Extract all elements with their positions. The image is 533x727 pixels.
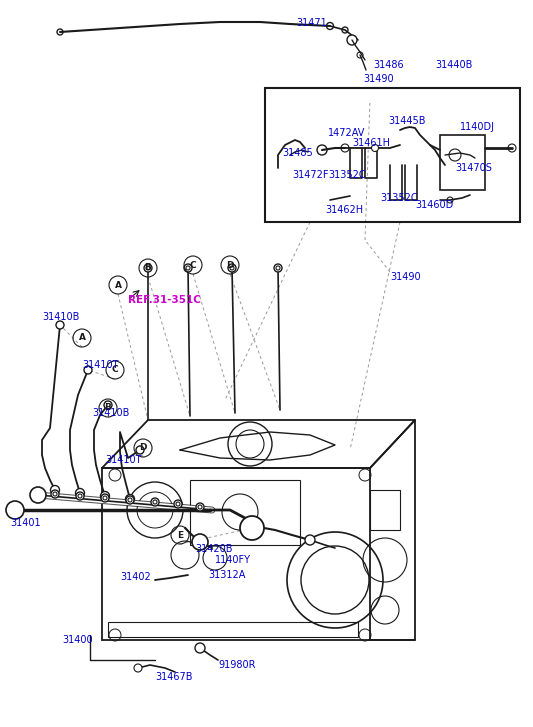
Circle shape	[240, 516, 264, 540]
Circle shape	[101, 494, 109, 502]
Text: 31401: 31401	[10, 518, 41, 528]
Text: REF.31-351C: REF.31-351C	[128, 295, 201, 305]
Text: 1140DJ: 1140DJ	[460, 122, 495, 132]
Circle shape	[151, 498, 159, 506]
Text: E: E	[177, 531, 183, 539]
Text: 31400: 31400	[62, 635, 93, 645]
Circle shape	[84, 366, 92, 374]
Text: C: C	[112, 366, 118, 374]
Text: 31490: 31490	[363, 74, 394, 84]
Circle shape	[101, 491, 109, 500]
Text: 91980R: 91980R	[218, 660, 255, 670]
Text: 31440B: 31440B	[435, 60, 472, 70]
Text: A: A	[78, 334, 85, 342]
Text: 31470S: 31470S	[455, 163, 492, 173]
Circle shape	[104, 401, 112, 409]
Circle shape	[195, 643, 205, 653]
Circle shape	[6, 501, 24, 519]
Text: 31352C: 31352C	[380, 193, 418, 203]
Circle shape	[30, 487, 46, 503]
Text: 1472AV: 1472AV	[328, 128, 366, 138]
Text: B: B	[104, 403, 111, 412]
Bar	[190, 480, 300, 545]
Circle shape	[126, 496, 134, 504]
Bar	[440, 135, 485, 190]
Circle shape	[56, 321, 64, 329]
Text: 31490: 31490	[390, 272, 421, 282]
Text: 31461H: 31461H	[352, 138, 390, 148]
Text: 31352C: 31352C	[328, 170, 366, 180]
Text: 31486: 31486	[373, 60, 403, 70]
Text: 31410B: 31410B	[42, 312, 79, 322]
Bar	[108, 622, 358, 637]
Text: 31460D: 31460D	[415, 200, 453, 210]
Circle shape	[51, 490, 59, 498]
Circle shape	[136, 446, 144, 454]
Circle shape	[174, 500, 182, 508]
Circle shape	[144, 264, 152, 272]
Text: 31485: 31485	[282, 148, 313, 158]
Text: 31467B: 31467B	[155, 672, 192, 682]
Circle shape	[192, 534, 208, 550]
Circle shape	[196, 503, 204, 511]
Text: 31410T: 31410T	[82, 360, 118, 370]
Circle shape	[76, 492, 84, 500]
Text: A: A	[115, 281, 122, 289]
Circle shape	[228, 264, 236, 272]
Circle shape	[76, 489, 85, 497]
Circle shape	[125, 494, 134, 504]
Text: B: B	[144, 263, 151, 273]
Text: 31312A: 31312A	[208, 570, 245, 580]
Text: 31462H: 31462H	[325, 205, 363, 215]
Text: 1140FY: 1140FY	[215, 555, 251, 565]
Circle shape	[274, 264, 282, 272]
Text: D: D	[226, 260, 234, 270]
Text: 31471: 31471	[296, 18, 327, 28]
Text: C: C	[190, 260, 196, 270]
Bar	[370, 490, 400, 530]
Circle shape	[305, 535, 315, 545]
Circle shape	[184, 264, 192, 272]
Text: 31420B: 31420B	[195, 544, 232, 554]
Text: 31445B: 31445B	[388, 116, 425, 126]
Circle shape	[372, 145, 378, 151]
Text: 31402: 31402	[120, 572, 151, 582]
Text: 31410B: 31410B	[92, 408, 130, 418]
Text: D: D	[139, 443, 147, 452]
Circle shape	[51, 486, 60, 494]
Text: 31410T: 31410T	[105, 455, 141, 465]
Bar	[265, 88, 520, 222]
Circle shape	[134, 664, 142, 672]
Text: 31472F: 31472F	[292, 170, 328, 180]
Circle shape	[347, 35, 357, 45]
